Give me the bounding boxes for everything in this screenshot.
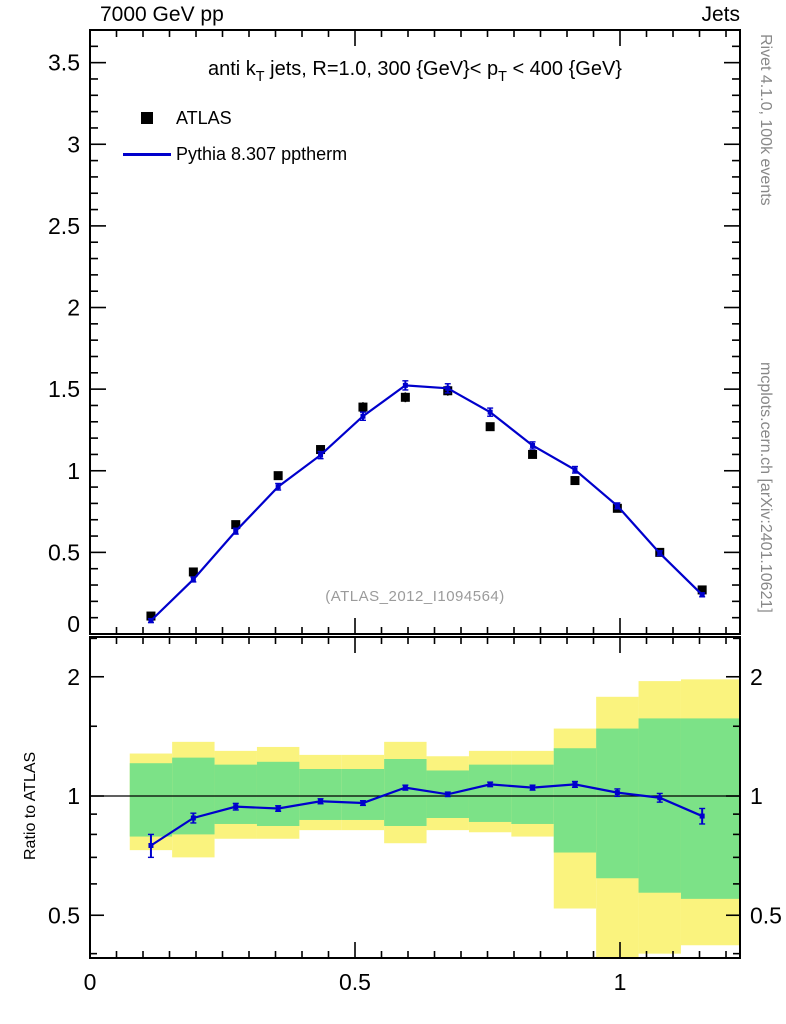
svg-text:2: 2 [67, 295, 80, 321]
legend-marker-cell [118, 112, 176, 124]
title-text-2: jets, R=1.0, 300 {GeV}< p [264, 58, 499, 80]
ratio-uncertainty-bands [129, 679, 740, 958]
svg-text:3: 3 [67, 131, 80, 157]
plot-title: anti kT jets, R=1.0, 300 {GeV}< pT < 400… [90, 58, 740, 85]
svg-text:2.5: 2.5 [48, 213, 80, 239]
svg-text:2: 2 [67, 664, 80, 690]
svg-text:0.5: 0.5 [339, 969, 371, 995]
atlas-square-marker-icon [141, 112, 153, 124]
svg-text:2: 2 [750, 664, 763, 690]
svg-text:1: 1 [750, 783, 763, 809]
title-subscript-2: T [498, 68, 507, 85]
ratio-series [147, 780, 706, 859]
ratio-frame [89, 636, 741, 959]
svg-text:1.5: 1.5 [48, 376, 80, 402]
main-series [146, 380, 707, 624]
title-subscript-1: T [255, 68, 265, 85]
pythia-line-marker-icon [123, 152, 171, 156]
axis-tick-labels: 0 0.5 1 1.5 2 2.5 3 3.5 0.5 0.5 1 1 2 2 0 0.5 1 [48, 50, 782, 995]
svg-text:1: 1 [67, 783, 80, 809]
legend-marker-cell [118, 152, 176, 156]
svg-text:0.5: 0.5 [750, 902, 782, 928]
svg-text:0: 0 [67, 611, 80, 637]
beam-info-header: 7000 GeV pp [100, 3, 224, 26]
ratio-axis-label: Ratio to ATLAS [22, 751, 39, 860]
title-text-1: anti k [207, 58, 256, 80]
legend-label-pythia: Pythia 8.307 pptherm [176, 143, 348, 164]
svg-text:0.5: 0.5 [48, 902, 80, 928]
svg-text:0: 0 [84, 969, 97, 995]
axis-ticks [90, 30, 740, 958]
legend-item-pythia: Pythia 8.307 pptherm [118, 136, 347, 172]
svg-text:1: 1 [614, 969, 627, 995]
svg-text:3.5: 3.5 [48, 50, 80, 76]
svg-text:0.5: 0.5 [48, 539, 80, 565]
svg-text:1: 1 [67, 458, 80, 484]
legend-label-atlas: ATLAS [176, 107, 232, 128]
rivet-version-note: Rivet 4.1.0, 100k events [757, 34, 774, 206]
mcplots-credit-note: mcplots.cern.ch [arXiv:2401.10621] [757, 362, 774, 613]
main-frame [89, 29, 741, 635]
observable-group-header: Jets [701, 3, 740, 26]
legend: ATLAS Pythia 8.307 pptherm [118, 100, 347, 172]
analysis-id-watermark: (ATLAS_2012_I1094564) [325, 588, 505, 605]
legend-item-atlas: ATLAS [118, 100, 347, 136]
title-text-3: < 400 {GeV} [506, 58, 622, 80]
